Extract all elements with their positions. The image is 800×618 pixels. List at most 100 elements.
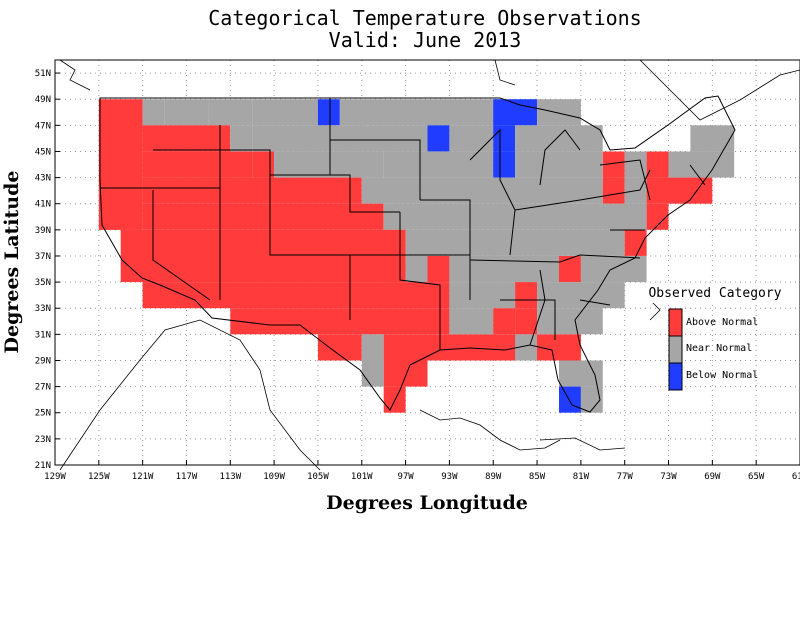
legend-swatch-above <box>668 308 683 337</box>
cell-near <box>208 99 253 126</box>
cell-near <box>164 99 209 126</box>
x-tick-label: 105W <box>307 472 329 482</box>
cell-above <box>559 256 581 283</box>
x-tick-label: 85W <box>529 472 546 482</box>
y-tick-label: 31N <box>35 330 51 340</box>
cell-below <box>427 125 450 152</box>
category-cells <box>98 99 735 413</box>
state-outlines <box>59 59 800 471</box>
cell-near <box>449 125 494 152</box>
y-tick-label: 37N <box>35 252 51 262</box>
legend-label-above: Above Normal <box>686 317 758 328</box>
cell-near <box>427 229 625 256</box>
x-tick-label: 73W <box>660 472 677 482</box>
x-tick-label: 89W <box>485 472 502 482</box>
cell-near <box>405 256 428 283</box>
cell-above <box>120 229 406 283</box>
cell-near <box>252 99 296 126</box>
x-tick-label: 69W <box>704 472 721 482</box>
legend-label-below: Below Normal <box>686 370 758 381</box>
cell-above <box>427 256 450 283</box>
cell-near <box>515 151 603 178</box>
cell-above <box>515 308 537 335</box>
x-tick-label: 101W <box>351 472 373 482</box>
x-tick-label: 65W <box>748 472 765 482</box>
cell-above <box>142 203 384 230</box>
cell-near <box>449 308 494 335</box>
cell-near <box>515 125 603 152</box>
cell-near <box>580 256 647 283</box>
cell-above <box>252 151 275 178</box>
cell-above <box>142 125 231 152</box>
x-tick-label: 81W <box>573 472 590 482</box>
cell-above <box>602 177 625 204</box>
cell-above <box>646 177 713 204</box>
cell-near <box>252 125 428 152</box>
cell-near <box>383 151 494 178</box>
y-tick-label: 43N <box>35 174 51 184</box>
cell-below <box>493 125 516 152</box>
y-tick-label: 51N <box>35 69 51 79</box>
x-tick-label: 125W <box>88 472 110 482</box>
x-tick-label: 93W <box>441 472 458 482</box>
cell-above <box>142 282 450 309</box>
cell-above <box>98 99 143 152</box>
title-line1: Categorical Temperature Observations <box>208 6 641 30</box>
cell-below <box>493 151 516 178</box>
cell-near <box>142 99 165 126</box>
cell-near <box>668 151 735 178</box>
legend-swatch-below <box>668 362 683 391</box>
y-tick-label: 49N <box>35 95 51 105</box>
x-tick-label: 97W <box>397 472 414 482</box>
x-tick-label: 121W <box>132 472 154 482</box>
y-tick-label: 33N <box>35 304 51 314</box>
cell-above <box>383 360 428 387</box>
cell-near <box>339 99 494 126</box>
y-tick-label: 35N <box>35 278 51 288</box>
y-tick-label: 23N <box>35 435 51 445</box>
cell-above <box>624 229 647 256</box>
title-line2: Valid: June 2013 <box>329 28 522 52</box>
x-tick-label: 113W <box>219 472 241 482</box>
x-tick-label: 117W <box>176 472 198 482</box>
cell-near <box>361 334 384 361</box>
cell-above <box>142 177 362 204</box>
cell-above <box>559 334 581 361</box>
cell-near <box>449 256 559 283</box>
cell-above <box>602 151 625 178</box>
x-axis-label: Degrees Longitude <box>326 492 528 514</box>
x-tick-label: 129W <box>44 472 66 482</box>
legend-label-near: Near Normal <box>686 343 752 354</box>
cell-near <box>537 99 581 126</box>
x-tick-label: 61W <box>792 472 800 482</box>
cell-near <box>624 151 647 178</box>
cell-near <box>383 203 647 230</box>
cell-below <box>317 99 340 126</box>
cell-above <box>493 308 516 335</box>
cell-above <box>142 151 253 178</box>
legend-swatch-near <box>668 335 683 364</box>
x-tick-label: 77W <box>617 472 634 482</box>
x-axis-ticks: 129W 125W 121W 117W 113W 109W 105W 101W 97W 93W 89… <box>44 460 800 482</box>
cell-near <box>274 151 384 178</box>
y-axis-label: Degrees Latitude <box>1 171 23 354</box>
cell-near <box>296 99 318 126</box>
legend-title: Observed Category <box>648 286 781 301</box>
y-tick-label: 27N <box>35 383 51 393</box>
cell-near <box>449 282 516 309</box>
cell-above <box>646 151 669 178</box>
cell-near <box>537 282 625 309</box>
cell-near <box>537 308 603 335</box>
plot-frame <box>54 59 800 466</box>
cell-near <box>405 229 428 256</box>
y-tick-label: 21N <box>35 461 51 471</box>
y-tick-label: 29N <box>35 356 51 366</box>
cell-near <box>690 125 735 152</box>
cell-near <box>361 177 603 204</box>
cell-above <box>317 334 362 361</box>
y-tick-label: 41N <box>35 200 51 210</box>
y-tick-label: 47N <box>35 121 51 131</box>
x-tick-label: 109W <box>263 472 285 482</box>
y-tick-label: 39N <box>35 226 51 236</box>
